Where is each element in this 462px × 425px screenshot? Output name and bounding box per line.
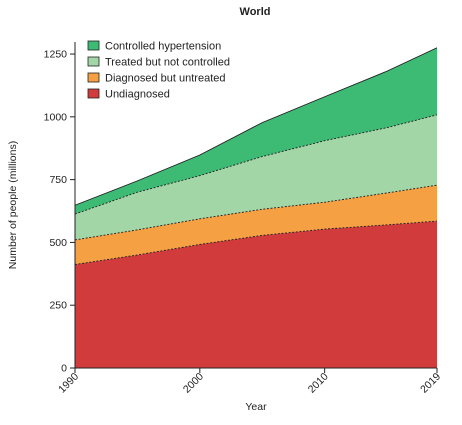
area-undiagnosed xyxy=(75,221,437,368)
boundary-line-undiagnosed xyxy=(74,220,438,265)
legend-label-controlled-hypertension: Controlled hypertension xyxy=(105,41,221,53)
x-tick-label: 2000 xyxy=(181,371,206,396)
legend-swatch-controlled-hypertension xyxy=(87,40,100,51)
y-tick-label: 1250 xyxy=(44,49,68,61)
legend-swatch-diagnosed-but-untreated xyxy=(87,72,100,83)
area-layer xyxy=(74,47,438,368)
legend: Controlled hypertension Treated but not c… xyxy=(87,40,230,101)
legend-label-treated-but-not-controlled: Treated but not controlled xyxy=(105,57,230,69)
x-tick-label: 2019 xyxy=(418,371,443,396)
x-tick-label: 1990 xyxy=(56,371,81,396)
boundary-line-treated-but-not-controlled xyxy=(74,114,438,215)
y-tick-label: 1000 xyxy=(44,111,68,123)
chart-title: World xyxy=(240,6,271,18)
axes: 0 250 500 750 1000 1250 1990 2000 2010 2019 xyxy=(44,42,443,396)
area-treated-but-not-controlled xyxy=(75,114,437,240)
x-tick-label: 2010 xyxy=(306,371,331,396)
y-tick-label: 0 xyxy=(61,363,67,375)
y-tick-label: 250 xyxy=(49,300,67,312)
y-axis-label: Number of people (millions) xyxy=(7,141,19,269)
y-tick-label: 750 xyxy=(49,174,67,186)
y-tick-label: 500 xyxy=(49,237,67,249)
legend-label-diagnosed-but-untreated: Diagnosed but untreated xyxy=(105,73,225,85)
boundary-line-controlled-hypertension xyxy=(74,47,438,206)
x-axis-label: Year xyxy=(245,401,267,413)
area-diagnosed-but-untreated xyxy=(75,185,437,265)
legend-label-undiagnosed: Undiagnosed xyxy=(105,89,170,101)
legend-swatch-treated-but-not-controlled xyxy=(87,56,100,67)
area-controlled-hypertension xyxy=(75,47,437,215)
legend-swatch-undiagnosed xyxy=(87,88,100,99)
